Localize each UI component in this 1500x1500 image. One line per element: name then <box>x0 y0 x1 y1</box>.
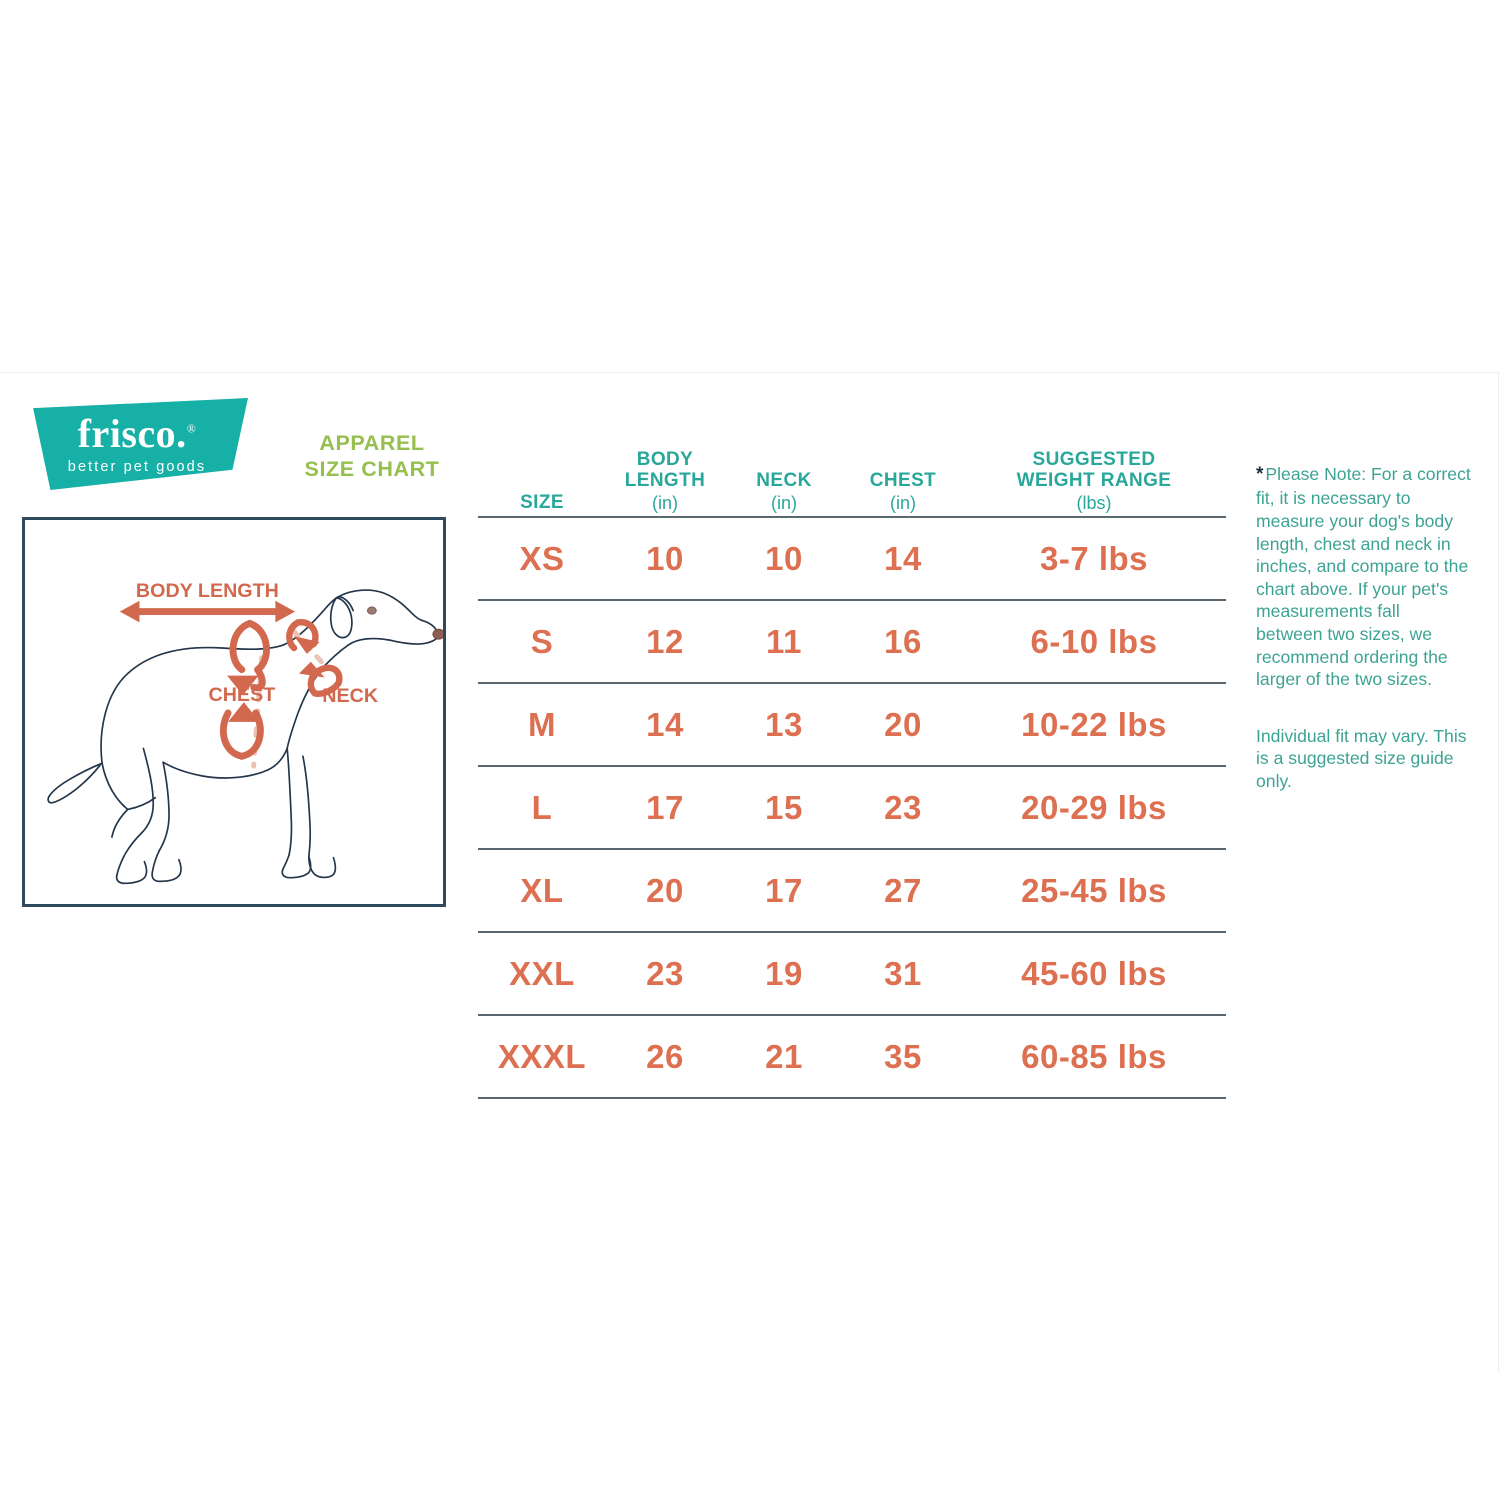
cell-neck: 11 <box>766 622 802 660</box>
cell-size: M <box>528 705 556 743</box>
body-length-label: BODY LENGTH <box>136 580 279 602</box>
fit-note-lead: Please Note: <box>1265 464 1367 484</box>
table-row: XS 10 10 14 3-7 lbs <box>478 518 1226 599</box>
page-title-line1: APPAREL <box>319 431 425 455</box>
table-rule <box>478 1014 1226 1016</box>
table-rule <box>478 1097 1226 1099</box>
table-rule <box>478 848 1226 850</box>
column-header-chest: CHEST (in) <box>844 470 962 516</box>
cell-weight: 45-60 lbs <box>1021 954 1167 992</box>
column-header-chest-unit: (in) <box>890 493 916 514</box>
cell-chest: 27 <box>884 871 922 909</box>
cell-weight: 10-22 lbs <box>1021 705 1167 743</box>
registered-mark: ® <box>186 421 197 436</box>
cell-body-length: 12 <box>646 622 684 660</box>
cell-size: XXXL <box>497 1037 587 1075</box>
table-rule <box>478 765 1226 767</box>
chest-arrowheads <box>227 675 260 722</box>
cell-neck: 15 <box>765 788 803 826</box>
logo-wordmark: frisco.® <box>26 414 248 454</box>
table-row: L 17 15 23 20-29 lbs <box>478 767 1226 848</box>
cell-neck: 19 <box>765 954 803 992</box>
column-header-body-length: BODY LENGTH (in) <box>606 449 724 516</box>
cell-weight: 60-85 lbs <box>1021 1037 1167 1075</box>
cell-weight: 25-45 lbs <box>1021 871 1167 909</box>
cell-body-length: 26 <box>646 1037 684 1075</box>
cell-body-length: 17 <box>646 788 684 826</box>
column-header-body-length-unit: (in) <box>652 493 678 514</box>
fit-note-paragraph-2: Individual fit may vary. This is a sugge… <box>1256 725 1467 791</box>
cell-chest: 35 <box>884 1037 922 1075</box>
table-rule <box>478 599 1226 601</box>
table-rule <box>478 516 1226 518</box>
column-header-neck-unit: (in) <box>771 493 797 514</box>
cell-neck: 13 <box>765 705 803 743</box>
column-header-neck-label: NECK <box>756 470 812 492</box>
column-header-weight-line2: WEIGHT RANGE <box>1016 470 1172 492</box>
cell-weight: 20-29 lbs <box>1021 788 1167 826</box>
cell-size: XL <box>520 871 564 909</box>
frisco-logo: frisco.® better pet goods <box>26 398 248 490</box>
cell-body-length: 20 <box>646 871 684 909</box>
table-row: XXL 23 19 31 45-60 lbs <box>478 933 1226 1014</box>
cell-chest: 16 <box>884 622 922 660</box>
page-title: APPAREL SIZE CHART <box>272 430 472 482</box>
column-header-weight-line1: SUGGESTED <box>1032 449 1156 471</box>
cell-chest: 31 <box>884 954 922 992</box>
fit-note-paragraph-1: * Please Note: For a correct fit, it is n… <box>1256 463 1471 691</box>
column-header-chest-label: CHEST <box>869 470 937 492</box>
cell-neck: 10 <box>765 539 803 577</box>
neck-arrowheads <box>294 636 325 678</box>
fit-note-rest: For a correct fit, it is necessary to me… <box>1256 464 1471 690</box>
cell-body-length: 23 <box>646 954 684 992</box>
column-header-weight-range: SUGGESTED WEIGHT RANGE (lbs) <box>962 449 1226 516</box>
cell-size: L <box>531 788 553 826</box>
column-header-size: SIZE <box>478 492 606 516</box>
logo-tagline: better pet goods <box>67 459 207 475</box>
table-row: M 14 13 20 10-22 lbs <box>478 684 1226 765</box>
column-header-body-length-line2: LENGTH <box>624 470 706 492</box>
column-header-size-label: SIZE <box>520 492 564 514</box>
fit-note: * Please Note: For a correct fit, it is n… <box>1256 463 1471 793</box>
cell-neck: 21 <box>765 1037 803 1075</box>
cell-body-length: 10 <box>646 539 684 577</box>
cell-body-length: 14 <box>646 705 684 743</box>
cell-chest: 14 <box>884 539 922 577</box>
cell-chest: 20 <box>884 705 922 743</box>
dog-outline <box>47 589 443 885</box>
table-rule <box>478 931 1226 933</box>
table-row: XXXL 26 21 35 60-85 lbs <box>478 1016 1226 1097</box>
chest-loop-arrow <box>220 619 270 760</box>
table-row: XL 20 17 27 25-45 lbs <box>478 850 1226 931</box>
dog-measurement-diagram: BODY LENGTH CHEST <box>22 517 446 907</box>
chest-label: CHEST <box>209 684 276 706</box>
page-title-line2: SIZE CHART <box>304 457 440 482</box>
cell-size: XXL <box>509 954 575 992</box>
table-rule <box>478 682 1226 684</box>
cell-weight: 3-7 lbs <box>1039 539 1149 577</box>
table-header-row: SIZE BODY LENGTH (in) NECK (in) CHEST (i… <box>478 428 1226 516</box>
asterisk-icon: * <box>1256 464 1264 485</box>
cell-size: XS <box>519 539 565 577</box>
size-table: SIZE BODY LENGTH (in) NECK (in) CHEST (i… <box>478 428 1226 1099</box>
table-row: S 12 11 16 6-10 lbs <box>478 601 1226 682</box>
cell-weight: 6-10 lbs <box>1030 622 1158 660</box>
neck-label: NECK <box>322 685 379 707</box>
cell-chest: 23 <box>884 788 922 826</box>
dog-diagram-svg: BODY LENGTH CHEST <box>47 580 443 885</box>
cell-size: S <box>530 622 554 660</box>
body-length-arrow <box>119 600 296 623</box>
column-header-neck: NECK (in) <box>724 470 844 516</box>
column-header-weight-unit: (lbs) <box>1076 493 1112 514</box>
column-header-body-length-line1: BODY <box>636 449 694 471</box>
cell-neck: 17 <box>765 871 803 909</box>
logo-wordmark-text: frisco. <box>77 411 187 456</box>
